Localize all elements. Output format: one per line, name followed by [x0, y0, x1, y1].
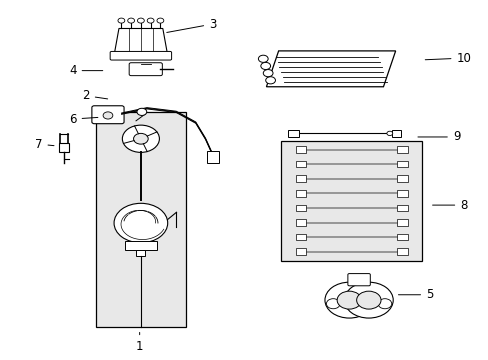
- Bar: [59, 143, 69, 152]
- Circle shape: [157, 18, 163, 23]
- Circle shape: [336, 291, 361, 309]
- Bar: [281, 140, 422, 261]
- Polygon shape: [114, 28, 167, 55]
- Circle shape: [133, 134, 148, 144]
- Bar: [396, 248, 407, 255]
- Bar: [396, 234, 407, 240]
- Bar: [288, 130, 299, 136]
- Text: 6: 6: [69, 113, 98, 126]
- Circle shape: [325, 282, 373, 318]
- Circle shape: [356, 291, 380, 309]
- FancyBboxPatch shape: [92, 106, 124, 124]
- Text: 9: 9: [417, 130, 459, 144]
- Bar: [295, 175, 306, 182]
- Circle shape: [103, 112, 113, 119]
- Text: 3: 3: [166, 18, 216, 32]
- Bar: [295, 248, 306, 255]
- Bar: [295, 161, 306, 167]
- Circle shape: [263, 69, 272, 77]
- Circle shape: [118, 18, 124, 23]
- Bar: [136, 250, 145, 256]
- Bar: [295, 205, 306, 211]
- Bar: [396, 161, 407, 167]
- Text: 8: 8: [432, 199, 467, 212]
- Circle shape: [265, 77, 275, 84]
- Circle shape: [137, 18, 144, 23]
- FancyBboxPatch shape: [110, 51, 171, 60]
- FancyBboxPatch shape: [129, 63, 162, 76]
- Bar: [396, 205, 407, 211]
- Text: 5: 5: [398, 288, 432, 301]
- FancyBboxPatch shape: [347, 274, 369, 286]
- Bar: [396, 219, 407, 226]
- Bar: [206, 150, 218, 163]
- Bar: [391, 130, 400, 136]
- Text: 2: 2: [82, 89, 107, 102]
- Bar: [295, 190, 306, 197]
- Text: 10: 10: [425, 51, 470, 64]
- Bar: [295, 146, 306, 153]
- Circle shape: [260, 62, 270, 69]
- Circle shape: [258, 55, 267, 62]
- Bar: [96, 112, 185, 327]
- Text: 4: 4: [69, 64, 102, 77]
- Bar: [396, 175, 407, 182]
- Bar: [396, 190, 407, 197]
- Polygon shape: [266, 51, 395, 87]
- Bar: [295, 234, 306, 240]
- Text: 1: 1: [136, 332, 143, 353]
- Bar: [125, 241, 157, 250]
- Circle shape: [127, 18, 134, 23]
- Circle shape: [344, 282, 392, 318]
- Bar: [396, 146, 407, 153]
- Circle shape: [386, 131, 392, 135]
- Text: 7: 7: [35, 138, 54, 150]
- Circle shape: [137, 108, 146, 116]
- Circle shape: [122, 125, 159, 152]
- Circle shape: [114, 203, 167, 243]
- Bar: [295, 219, 306, 226]
- Circle shape: [326, 299, 339, 309]
- Circle shape: [377, 299, 391, 309]
- Circle shape: [147, 18, 154, 23]
